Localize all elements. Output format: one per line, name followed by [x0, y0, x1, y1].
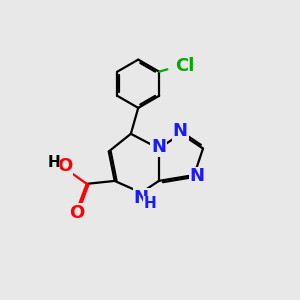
Text: N: N: [134, 189, 149, 207]
Text: O: O: [69, 204, 84, 222]
Text: N: N: [151, 138, 166, 156]
Text: Cl: Cl: [175, 57, 195, 75]
Text: N: N: [190, 167, 205, 185]
Text: H: H: [47, 155, 60, 170]
Text: N: N: [173, 122, 188, 140]
Text: H: H: [144, 196, 156, 211]
Text: O: O: [57, 157, 72, 175]
